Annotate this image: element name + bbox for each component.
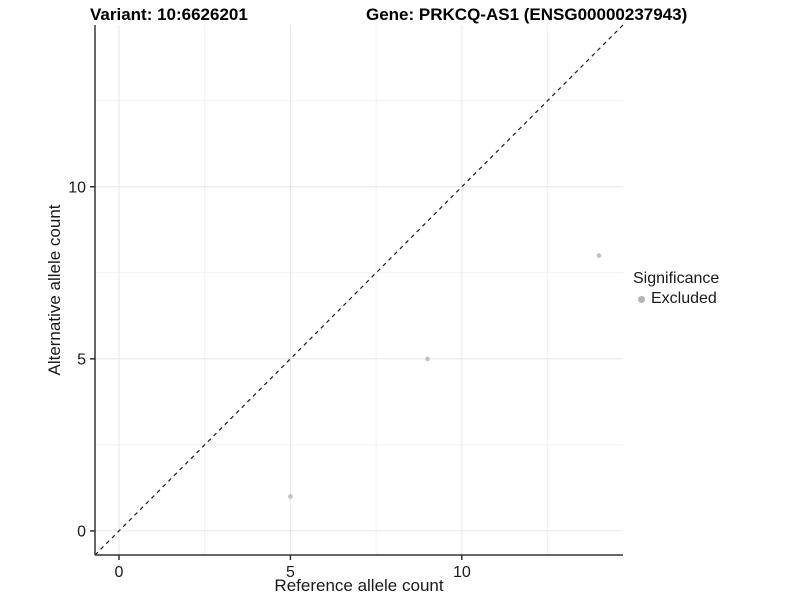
plot-title-variant: Variant: 10:6626201 bbox=[90, 5, 248, 24]
data-point bbox=[425, 356, 430, 362]
legend: Significance Excluded bbox=[633, 270, 719, 308]
x-tick-label: 10 bbox=[453, 564, 471, 581]
point-swatch-icon bbox=[638, 295, 645, 303]
plot-title-gene: Gene: PRKCQ-AS1 (ENSG00000237943) bbox=[366, 5, 688, 24]
y-tick-label: 5 bbox=[77, 351, 86, 368]
x-tick-label: 0 bbox=[115, 564, 124, 581]
legend-item-excluded: Excluded bbox=[633, 290, 719, 308]
x-axis-title: Reference allele count bbox=[274, 576, 444, 595]
data-point bbox=[288, 494, 293, 499]
identity-dashed-line bbox=[94, 24, 624, 556]
y-axis-title: Alternative allele count bbox=[45, 204, 64, 376]
y-tick-label: 0 bbox=[77, 523, 86, 540]
data-point bbox=[596, 253, 602, 258]
legend-title: Significance bbox=[633, 270, 720, 287]
x-tick-label: 5 bbox=[286, 564, 295, 581]
y-tick-label: 10 bbox=[68, 179, 86, 196]
legend-item-label: Excluded bbox=[651, 290, 717, 307]
